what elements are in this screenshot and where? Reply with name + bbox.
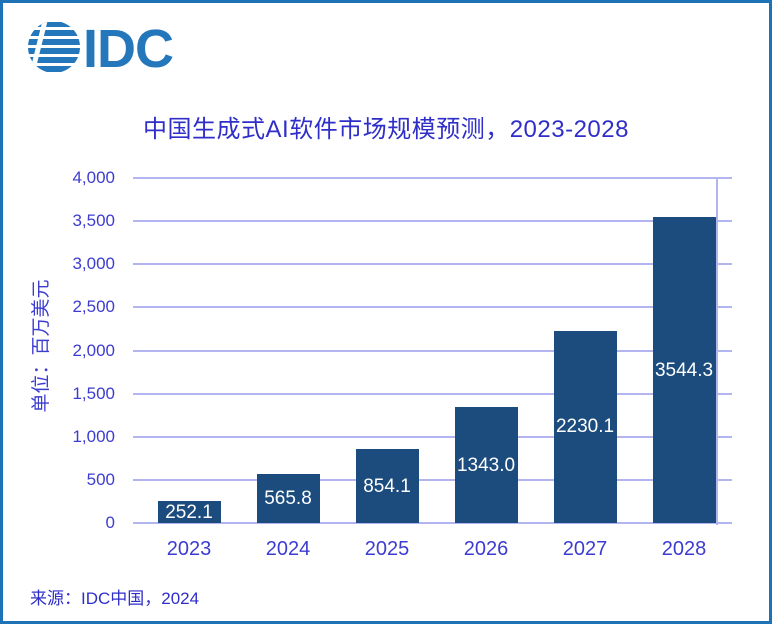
bar: 3544.3 [652, 217, 716, 523]
chart-title: 中国生成式AI软件市场规模预测，2023-2028 [143, 116, 629, 143]
idc-logo: IDC [27, 18, 197, 79]
gridline [133, 522, 732, 524]
gridline [133, 392, 732, 395]
gridline [133, 478, 732, 481]
y-tick-label: 1,500 [72, 383, 115, 403]
bar-value-label: 2230.1 [555, 416, 615, 438]
bar-value-label: 252.1 [165, 501, 213, 523]
bar-value-label: 3544.3 [654, 359, 714, 381]
y-tick-label: 2,500 [72, 297, 115, 317]
plot-right-border [716, 178, 718, 525]
bar: 1343.0 [454, 407, 518, 523]
y-tick-label: 3,500 [72, 211, 115, 231]
bar: 2230.1 [553, 330, 617, 523]
x-tick-label: 2028 [661, 538, 707, 560]
y-tick-label: 0 [105, 513, 115, 532]
x-tick-label: 2027 [562, 538, 608, 560]
gridline [133, 306, 732, 309]
source-note: 来源：IDC中国，2024 [30, 589, 200, 608]
gridline [133, 177, 732, 179]
bar-value-label: 854.1 [363, 475, 411, 497]
bar-value-label: 565.8 [264, 488, 312, 510]
idc-globe-icon: IDC [28, 19, 174, 79]
x-tick-label: 2026 [463, 538, 509, 560]
bar: 252.1 [157, 501, 221, 523]
x-tick-label: 2025 [364, 538, 410, 560]
idc-logo-text: IDC [83, 19, 173, 76]
gridline [133, 435, 732, 438]
y-tick-label: 2,000 [72, 340, 115, 360]
chart-plot-area: 0 500 1,000 1,500 2,000 2,500 3,000 3,500 4,000 2… [3, 3, 769, 621]
y-tick-label: 1,000 [72, 426, 115, 446]
bar: 854.1 [355, 449, 419, 523]
y-tick-label: 3,000 [72, 254, 115, 274]
gridline [133, 220, 732, 223]
bar-value-label: 1343.0 [456, 454, 516, 476]
gridline [133, 349, 732, 352]
x-tick-label: 2024 [265, 538, 311, 560]
gridline [133, 263, 732, 266]
y-tick-label: 4,000 [72, 168, 115, 187]
bar: 565.8 [256, 474, 320, 523]
x-tick-label: 2023 [166, 538, 212, 560]
y-tick-label: 500 [86, 469, 115, 489]
